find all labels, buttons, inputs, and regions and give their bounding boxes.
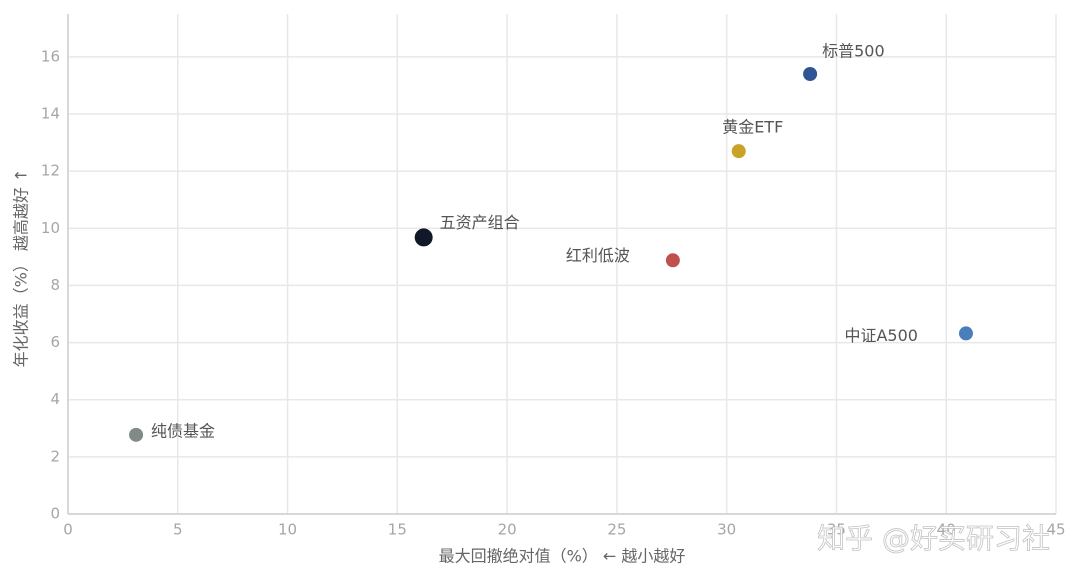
x-tick-label: 15	[388, 521, 407, 539]
point-label: 中证A500	[844, 326, 918, 345]
point	[129, 427, 144, 442]
point-label: 纯债基金	[151, 421, 215, 440]
x-tick-label: 45	[1046, 521, 1065, 539]
plot: 0 2 4 6 8 10 12 14 16 0 5 10 15 20 25 30 35 40 45 纯债基金 五资产组合…	[41, 14, 1066, 555]
point	[958, 326, 973, 341]
point	[803, 67, 818, 81]
x-axis-label: 最大回撤绝对值（%） ← 越小越好	[439, 547, 686, 566]
x-tick-label: 20	[498, 521, 517, 539]
x-tick-label: 25	[607, 521, 626, 539]
watermark: 知乎 @好买研习社	[817, 522, 1050, 555]
point-label: 黄金ETF	[722, 118, 783, 137]
x-tick-label: 0	[63, 521, 73, 539]
x-tick-label: 30	[717, 521, 736, 539]
point	[665, 253, 680, 268]
point	[731, 144, 746, 159]
y-tick-label: 8	[50, 276, 60, 294]
point-label: 五资产组合	[440, 213, 520, 232]
y-tick-label: 6	[50, 333, 60, 351]
y-tick-label: 16	[41, 47, 60, 65]
point-label: 红利低波	[566, 246, 630, 265]
x-tick-label: 10	[278, 521, 297, 539]
y-tick-label: 0	[50, 505, 60, 523]
y-axis-label: 年化收益（%） 越高越好 ↑	[12, 169, 31, 368]
x-tick-label: 5	[173, 521, 183, 539]
x-tick-label: 40	[937, 521, 956, 539]
y-tick-label: 12	[41, 162, 60, 180]
point-label: 标普500	[822, 42, 885, 61]
x-tick-label: 35	[827, 521, 846, 539]
y-tick-label: 4	[50, 390, 60, 408]
point	[414, 228, 433, 247]
y-tick-label: 14	[41, 105, 60, 123]
y-tick-label: 2	[50, 447, 60, 465]
y-tick-label: 10	[41, 219, 60, 237]
